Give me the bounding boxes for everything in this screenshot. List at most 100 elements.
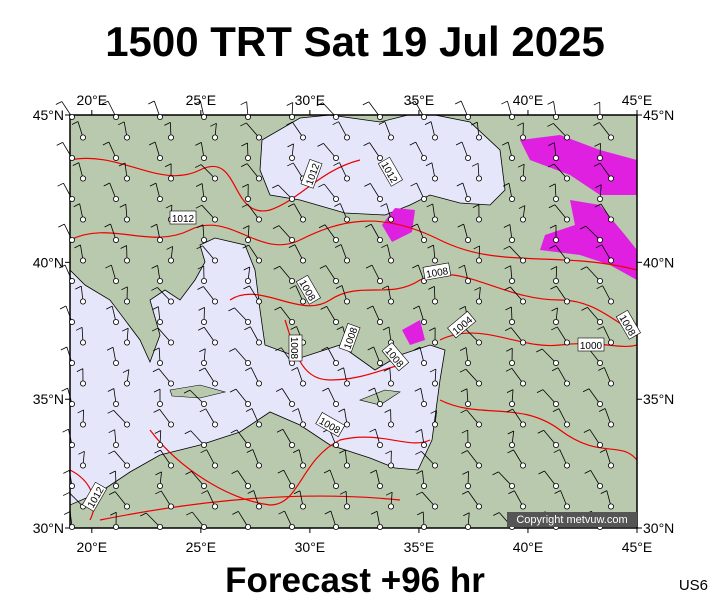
barb-station [608, 339, 615, 346]
barb-flag [165, 204, 173, 209]
barb-flag [105, 264, 112, 269]
barb-shaft [325, 265, 337, 282]
barb-station [211, 175, 218, 182]
barb-shaft [159, 409, 172, 425]
barb-flag [101, 100, 109, 105]
barb-station [244, 114, 251, 121]
barb-flag [164, 122, 171, 126]
barb-station [343, 380, 350, 387]
barb-flag [381, 244, 388, 249]
barb-station [124, 339, 131, 346]
isobar-label-text: 1008 [425, 266, 449, 281]
barb-shaft [205, 408, 216, 425]
barb-station [80, 380, 87, 387]
barb-flag [472, 204, 480, 208]
barb-station [420, 441, 427, 448]
barb-flag [323, 469, 331, 474]
isobar-label-box [447, 310, 477, 339]
barb-station [431, 421, 438, 428]
barb-flag [229, 388, 237, 393]
barb-flag [153, 409, 160, 413]
barb-station [288, 400, 295, 407]
barb-shaft [292, 121, 304, 138]
barb-flag [166, 246, 173, 250]
barb-station [156, 277, 163, 284]
barb-flag [197, 286, 204, 290]
barb-station [431, 216, 438, 223]
barb-shaft [277, 184, 293, 200]
crete [169, 384, 227, 399]
barb-flag [339, 490, 347, 495]
lat-label: 40°N [33, 254, 64, 270]
barb-shaft [541, 348, 557, 364]
barb-station [80, 298, 87, 305]
graticule-ticks: 20°E 20°E 25°E 25°E 30°E 30°E 35°E 35°E 40°E 40°E… [33, 92, 675, 555]
barb-flag [474, 286, 481, 291]
barb-flag [75, 285, 82, 290]
barb-station [520, 421, 527, 428]
barb-station [376, 236, 383, 243]
barb-shaft [157, 287, 172, 302]
barb-station [113, 482, 120, 489]
barb-flag [106, 346, 114, 351]
barb-station [520, 503, 527, 510]
barb-shaft [282, 429, 293, 446]
barb-flag [155, 471, 162, 476]
lat-label: 35°N [33, 391, 64, 407]
barb-station [211, 339, 218, 346]
barb-flag [413, 346, 421, 351]
barb-flag [415, 451, 422, 455]
barb-station [80, 257, 87, 264]
barb-station [255, 175, 262, 182]
barb-flag [507, 430, 514, 435]
barb-station [113, 524, 120, 531]
barb-flag [118, 121, 125, 126]
barb-shaft [589, 429, 601, 446]
barb-flag [335, 285, 343, 289]
lat-label: 45°N [33, 107, 64, 123]
barb-flag [460, 409, 467, 414]
barb-flag [287, 203, 295, 208]
barb-station [332, 195, 339, 202]
barb-station [508, 441, 515, 448]
barb-station [597, 154, 604, 161]
barb-shaft [145, 512, 161, 528]
barb-station [200, 236, 207, 243]
barb-flag [507, 449, 514, 454]
barb-flag [183, 389, 191, 394]
barb-station [564, 462, 571, 469]
barb-station [255, 339, 262, 346]
isobar-label-box [300, 159, 323, 189]
barb-station [244, 441, 251, 448]
barb-station [343, 134, 350, 141]
barb-flag [454, 100, 462, 105]
barb-flag [596, 285, 603, 290]
barb-station [299, 298, 306, 305]
barb-flag [245, 367, 252, 371]
barb-flag [428, 327, 436, 332]
barb-flag [549, 224, 557, 229]
barb-flag [459, 347, 467, 351]
lon-label: 30°E [295, 92, 326, 108]
barb-flag [536, 348, 543, 353]
barb-station [332, 359, 339, 366]
barb-flag [551, 326, 558, 331]
isobar-label-box [315, 412, 346, 438]
barb-station [244, 318, 251, 325]
barb-flag [549, 183, 556, 188]
barb-station [124, 462, 131, 469]
barb-shaft [467, 491, 480, 507]
barb-shaft [61, 101, 73, 118]
barb-station [299, 257, 306, 264]
barb-station [69, 154, 76, 161]
barb-flag [164, 163, 172, 168]
barb-station [376, 524, 383, 531]
barb-flag [241, 203, 249, 208]
barb-station [211, 380, 218, 387]
barb-flag [152, 368, 160, 373]
barb-flag [76, 368, 84, 372]
barb-flag [536, 389, 544, 393]
barb-shaft [293, 203, 304, 220]
barb-station [553, 236, 560, 243]
